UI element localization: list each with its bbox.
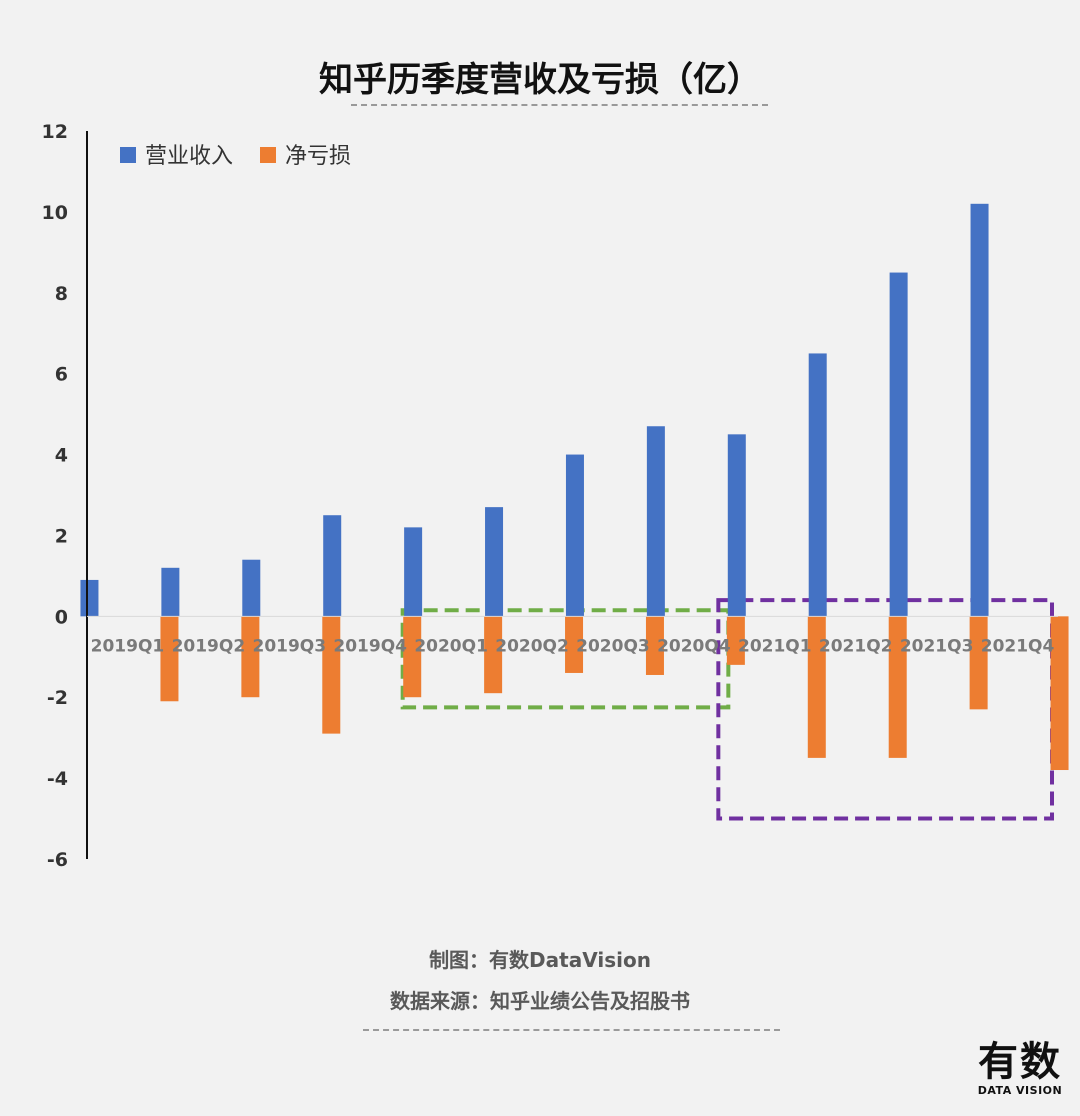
x-tick-label: 2021Q1 xyxy=(738,636,812,656)
x-tick-label: 2019Q1 xyxy=(91,636,165,656)
data-source: 数据来源：知乎业绩公告及招股书 xyxy=(390,989,690,1013)
brand-logo: 有数 DATA VISION xyxy=(970,1040,1070,1097)
logo-subtitle: DATA VISION xyxy=(977,1084,1063,1097)
y-tick-label: -4 xyxy=(47,768,68,790)
bar-revenue xyxy=(80,579,99,617)
y-tick-label: 4 xyxy=(55,445,68,467)
bar-net-loss xyxy=(726,616,745,665)
bar-revenue xyxy=(323,515,342,617)
bar-net-loss xyxy=(484,616,503,694)
legend: 营业收入 净亏损 xyxy=(120,144,351,169)
x-tick-label: 2020Q3 xyxy=(576,636,650,656)
bar-net-loss xyxy=(645,616,664,675)
bar-net-loss xyxy=(969,616,988,710)
legend-label-revenue: 营业收入 xyxy=(145,144,233,169)
x-tick-label: 2020Q1 xyxy=(414,636,488,656)
y-tick-label: 2 xyxy=(55,525,68,547)
x-tick-label: 2021Q3 xyxy=(900,636,974,656)
bar-revenue xyxy=(242,559,261,617)
x-tick-label: 2019Q3 xyxy=(252,636,326,656)
bar-revenue xyxy=(161,567,180,617)
y-tick-label: 0 xyxy=(55,606,68,628)
bar-net-loss xyxy=(888,616,907,758)
bar-net-loss xyxy=(322,616,341,734)
bar-revenue xyxy=(889,272,908,617)
bar-net-loss xyxy=(241,616,260,698)
chart-credit: 制图：有数DataVision xyxy=(429,948,651,972)
legend-swatch-net-loss xyxy=(260,147,276,163)
highlight-box xyxy=(716,598,1054,821)
bar-net-loss xyxy=(1050,616,1069,771)
bar-revenue xyxy=(808,353,827,617)
y-tick-label: 10 xyxy=(42,202,68,224)
legend-label-net-loss: 净亏损 xyxy=(285,144,351,169)
legend-swatch-revenue xyxy=(120,147,136,163)
bar-net-loss xyxy=(807,616,826,758)
bar-net-loss xyxy=(565,616,584,673)
bar-revenue xyxy=(565,454,584,617)
bar-revenue xyxy=(646,426,665,617)
bar-revenue xyxy=(404,527,423,617)
x-tick-label: 2020Q2 xyxy=(495,636,569,656)
footer-divider xyxy=(363,1029,780,1031)
x-tick-label: 2019Q4 xyxy=(333,636,407,656)
bar-revenue xyxy=(485,507,504,617)
bar-net-loss xyxy=(403,616,422,698)
bar-revenue xyxy=(727,434,746,617)
x-tick-label: 2021Q4 xyxy=(981,636,1055,656)
bar-revenue xyxy=(970,203,989,617)
y-tick-label: 8 xyxy=(55,283,68,305)
title-divider xyxy=(351,104,768,106)
logo-mark: 有数 xyxy=(978,1039,1062,1085)
y-tick-label: -6 xyxy=(47,849,68,871)
y-tick-label: -2 xyxy=(47,687,68,709)
x-tick-label: 2019Q2 xyxy=(172,636,246,656)
x-tick-label: 2021Q2 xyxy=(819,636,893,656)
y-tick-label: 6 xyxy=(55,364,68,386)
x-tick-label: 2020Q4 xyxy=(657,636,731,656)
y-tick-label: 12 xyxy=(42,121,68,143)
bar-net-loss xyxy=(160,616,179,702)
chart-title: 知乎历季度营收及亏损（亿） xyxy=(319,60,761,100)
